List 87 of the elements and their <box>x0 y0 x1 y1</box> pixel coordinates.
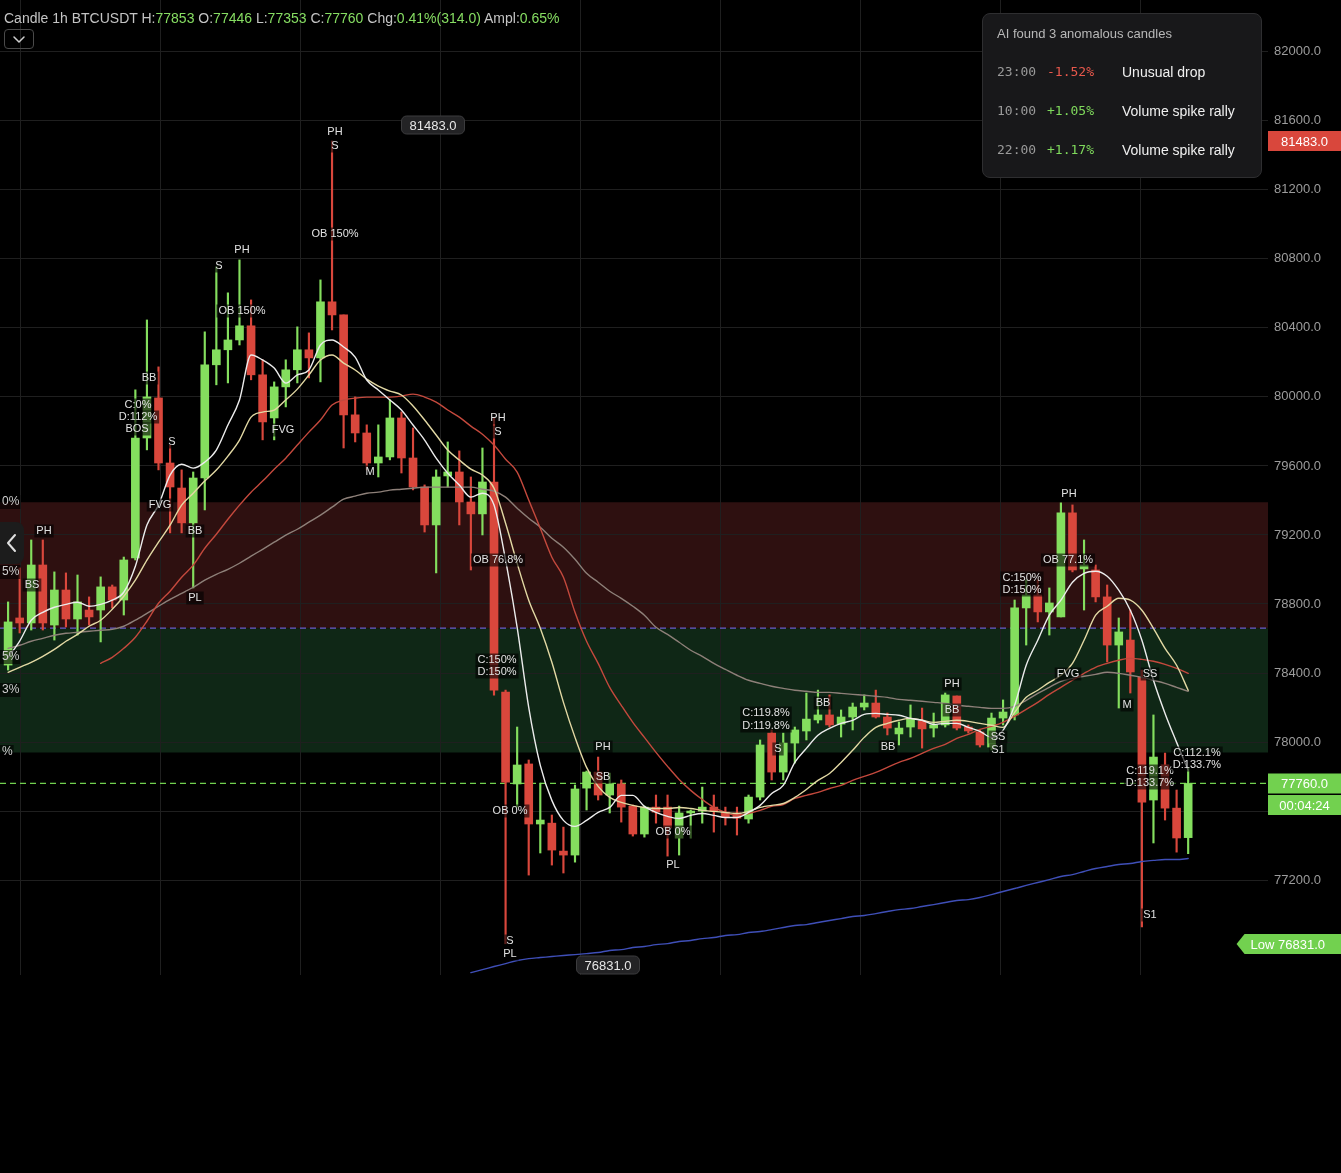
annotation: +1.05% <box>1047 102 1094 120</box>
annotation: PH <box>595 740 611 753</box>
annotation: BB <box>141 371 157 384</box>
y-tick-label: 80800.0 <box>1274 250 1321 266</box>
annotation: OB 0% <box>492 804 528 817</box>
annotation: PH <box>234 243 250 256</box>
annotation: 10:00 <box>997 102 1037 120</box>
annotation: D:133.7% <box>1172 758 1222 771</box>
annotation: BS <box>24 578 40 591</box>
annotation: 22:00 <box>997 141 1037 159</box>
annotation: M <box>365 465 375 478</box>
annotation: FVG <box>1056 667 1080 680</box>
text: 81483.0 <box>1281 133 1328 149</box>
annotation: Volume spike rally <box>1122 102 1235 121</box>
annotation: S <box>774 742 782 755</box>
annotation: PL <box>503 947 517 960</box>
candlestick <box>559 826 568 874</box>
annotation: SS <box>1142 667 1158 680</box>
annotation: PH <box>327 125 343 138</box>
y-tick-label: 80000.0 <box>1274 388 1321 404</box>
annotation: PH <box>36 524 52 537</box>
annotation: +1.17% <box>1047 141 1094 159</box>
annotation: % <box>2 744 13 759</box>
y-tick-label: 81200.0 <box>1274 181 1321 197</box>
annotation: 76831.0 <box>584 957 632 973</box>
annotation: OB 77.1% <box>1042 553 1094 566</box>
annotation: S <box>506 934 514 947</box>
annotation: C:112.1% <box>1173 746 1221 759</box>
text: Low 76831.0 <box>1250 936 1325 952</box>
y-tick-label: 82000.0 <box>1274 43 1321 59</box>
annotation: OB 150% <box>311 227 359 240</box>
y-tick-label: 79200.0 <box>1274 526 1321 542</box>
annotation: S <box>168 435 176 448</box>
annotation: C:150% <box>1002 571 1042 584</box>
annotation: D:150% <box>477 665 517 678</box>
annotation: Unusual drop <box>1122 63 1206 82</box>
annotation: 81483.0 <box>409 117 457 133</box>
annotation: BB <box>944 703 960 716</box>
candlestick <box>73 574 82 636</box>
y-tick-label: 80400.0 <box>1274 319 1321 335</box>
annotation: BB <box>815 696 831 709</box>
candlestick <box>906 704 915 738</box>
annotation: 0% <box>2 494 20 509</box>
y-tick-label: 79600.0 <box>1274 457 1321 473</box>
annotation: SB <box>595 770 611 783</box>
annotation: BB <box>880 740 896 753</box>
annotation: S1 <box>1143 908 1157 921</box>
y-tick-label: 77200.0 <box>1274 871 1321 887</box>
y-tick-label: 78000.0 <box>1274 733 1321 749</box>
annotation: PH <box>490 411 506 424</box>
y-tick-label: 78400.0 <box>1274 664 1321 680</box>
annotation: 5% <box>2 564 20 579</box>
annotation: M <box>1122 698 1132 711</box>
annotation: S <box>215 259 223 272</box>
annotation: S1 <box>991 743 1005 756</box>
annotation: OB 76.8% <box>472 553 524 566</box>
annotation: D:133.7% <box>1125 776 1175 789</box>
annotation: BOS <box>125 422 149 435</box>
annotation: C:119.8% <box>742 706 790 719</box>
annotation: S <box>494 425 502 438</box>
annotation: 3% <box>2 682 20 697</box>
annotation: OB 0% <box>655 825 691 838</box>
annotation: PL <box>666 858 680 871</box>
annotation: C:119.1% <box>1126 764 1174 777</box>
ref-line-label: 77760.0 <box>1281 776 1328 792</box>
annotation: D:119.8% <box>742 719 790 732</box>
annotation: D:150% <box>1002 583 1042 596</box>
text: 00:04:24 <box>1279 797 1330 813</box>
annotation: Volume spike rally <box>1122 141 1235 160</box>
y-tick-label: 81600.0 <box>1274 112 1321 128</box>
chart-title: Candle 1h BTCUSDT H:77853 O:77446 L:77353 C:77760 Chg:0.41%(314.0) Ampl:0.65% <box>4 10 560 26</box>
annotation: 23:00 <box>997 63 1037 81</box>
annotation: C:150% <box>477 653 517 666</box>
annotation: SS <box>990 730 1006 743</box>
annotation: C:0% <box>124 398 152 411</box>
annotation: PH <box>1061 487 1077 500</box>
annotation: S <box>331 139 339 152</box>
y-tick-label: 78800.0 <box>1274 595 1321 611</box>
annotation: OB 150% <box>218 304 266 317</box>
annotation: -1.52% <box>1047 63 1094 81</box>
annotation: AI found 3 anomalous candles <box>997 26 1172 42</box>
line-series <box>470 857 1189 974</box>
annotation: PH <box>944 677 960 690</box>
annotation: PL <box>188 591 202 604</box>
annotation: FVG <box>271 423 295 436</box>
annotation: BB <box>187 524 203 537</box>
annotation: D:112% <box>118 410 158 423</box>
